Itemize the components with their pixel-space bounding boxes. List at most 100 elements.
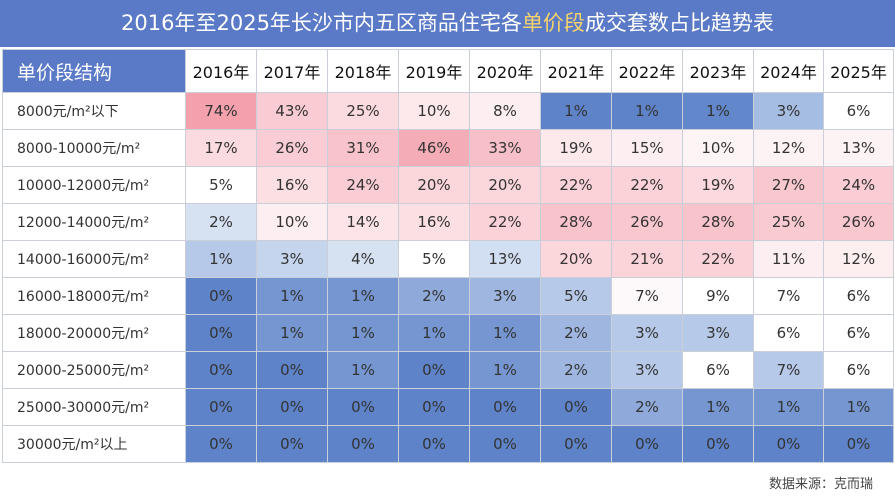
heatmap-cell: 26% — [611, 203, 683, 241]
heatmap-cell: 6% — [823, 351, 894, 389]
heatmap-cell: 2% — [398, 277, 470, 315]
row-label: 20000-25000元/m² — [2, 351, 186, 389]
heatmap-cell: 12% — [823, 240, 894, 278]
heatmap-cell: 1% — [185, 240, 257, 278]
table-row: 25000-30000元/m² 0% 0% 0% 0% 0% 0% 2% 1% 1% 1% — [2, 388, 894, 426]
heatmap-cell: 3% — [256, 240, 328, 278]
heatmap-cell: 0% — [682, 425, 754, 463]
heatmap-cell: 0% — [327, 388, 399, 426]
heatmap-cell: 3% — [753, 92, 824, 130]
heatmap-cell: 31% — [327, 129, 399, 167]
heatmap-cell: 3% — [682, 314, 754, 352]
grid-body: 8000元/m²以下 74% 43% 25% 10% 8% 1% 1% 1% 3% 6% 8000-1… — [2, 92, 894, 463]
heatmap-cell: 1% — [682, 92, 754, 130]
heatmap-cell: 6% — [823, 314, 894, 352]
table-row: 30000元/m²以上 0% 0% 0% 0% 0% 0% 0% 0% 0% 0% — [2, 425, 894, 463]
row-label: 8000元/m²以下 — [2, 92, 186, 130]
heatmap-cell: 10% — [398, 92, 470, 130]
heatmap-cell: 28% — [682, 203, 754, 241]
heatmap-cell: 22% — [469, 203, 541, 241]
heatmap-cell: 6% — [823, 92, 894, 130]
column-header-1: 2017年 — [256, 49, 328, 93]
heatmap-cell: 1% — [753, 388, 824, 426]
heatmap-cell: 16% — [398, 203, 470, 241]
heatmap-cell: 22% — [682, 240, 754, 278]
heatmap-cell: 2% — [611, 388, 683, 426]
heatmap-cell: 3% — [469, 277, 541, 315]
row-label: 25000-30000元/m² — [2, 388, 186, 426]
heatmap-cell: 0% — [823, 425, 894, 463]
heatmap-cell: 2% — [185, 203, 257, 241]
heatmap-cell: 33% — [469, 129, 541, 167]
corner-label: 单价段结构 — [2, 49, 186, 93]
heatmap-cell: 6% — [682, 351, 754, 389]
heatmap-cell: 20% — [469, 166, 541, 204]
price-segment-heatmap: 单价段结构 2016年 2017年 2018年 2019年 2020年 2021年 2022… — [2, 49, 894, 463]
heatmap-cell: 16% — [256, 166, 328, 204]
heatmap-cell: 46% — [398, 129, 470, 167]
heatmap-cell: 1% — [469, 314, 541, 352]
heatmap-cell: 2% — [540, 351, 612, 389]
heatmap-cell: 12% — [753, 129, 824, 167]
heatmap-cell: 0% — [256, 425, 328, 463]
column-header-0: 2016年 — [185, 49, 257, 93]
heatmap-cell: 4% — [327, 240, 399, 278]
heatmap-cell: 1% — [398, 314, 470, 352]
heatmap-cell: 1% — [823, 388, 894, 426]
column-header-6: 2022年 — [611, 49, 683, 93]
heatmap-cell: 0% — [327, 425, 399, 463]
heatmap-cell: 1% — [327, 314, 399, 352]
heatmap-cell: 14% — [327, 203, 399, 241]
row-label: 14000-16000元/m² — [2, 240, 186, 278]
row-label: 30000元/m²以上 — [2, 425, 186, 463]
table-row: 20000-25000元/m² 0% 0% 1% 0% 1% 2% 3% 6% 7% 6% — [2, 351, 894, 389]
table-row: 16000-18000元/m² 0% 1% 1% 2% 3% 5% 7% 9% 7% 6% — [2, 277, 894, 315]
heatmap-cell: 19% — [540, 129, 612, 167]
heatmap-cell: 15% — [611, 129, 683, 167]
heatmap-cell: 13% — [823, 129, 894, 167]
heatmap-cell: 1% — [256, 314, 328, 352]
heatmap-cell: 11% — [753, 240, 824, 278]
row-label: 16000-18000元/m² — [2, 277, 186, 315]
heatmap-cell: 0% — [185, 351, 257, 389]
heatmap-cell: 20% — [540, 240, 612, 278]
heatmap-cell: 7% — [753, 277, 824, 315]
heatmap-cell: 10% — [256, 203, 328, 241]
heatmap-cell: 1% — [256, 277, 328, 315]
column-header-9: 2025年 — [823, 49, 894, 93]
title-highlight: 单价段 — [521, 11, 585, 35]
heatmap-cell: 22% — [540, 166, 612, 204]
data-source: 数据来源：克而瑞 — [768, 477, 873, 492]
heatmap-cell: 3% — [611, 314, 683, 352]
column-header-4: 2020年 — [469, 49, 541, 93]
column-header-7: 2023年 — [682, 49, 754, 93]
heatmap-cell: 0% — [398, 388, 470, 426]
heatmap-cell: 1% — [682, 388, 754, 426]
heatmap-cell: 25% — [327, 92, 399, 130]
heatmap-cell: 26% — [256, 129, 328, 167]
heatmap-cell: 0% — [256, 388, 328, 426]
table-row: 8000-10000元/m² 17% 26% 31% 46% 33% 19% 15% 10% 12… — [2, 129, 894, 167]
heatmap-cell: 5% — [540, 277, 612, 315]
heatmap-cell: 0% — [185, 314, 257, 352]
heatmap-cell: 20% — [398, 166, 470, 204]
heatmap-cell: 28% — [540, 203, 612, 241]
heatmap-cell: 2% — [540, 314, 612, 352]
heatmap-cell: 10% — [682, 129, 754, 167]
heatmap-cell: 1% — [327, 277, 399, 315]
table-row: 18000-20000元/m² 0% 1% 1% 1% 1% 2% 3% 3% 6% 6% — [2, 314, 894, 352]
row-label: 10000-12000元/m² — [2, 166, 186, 204]
heatmap-cell: 74% — [185, 92, 257, 130]
heatmap-cell: 0% — [185, 388, 257, 426]
table-title: 2016年至2025年长沙市内五区商品住宅各单价段成交套数占比趋势表 — [0, 0, 895, 47]
heatmap-cell: 0% — [540, 388, 612, 426]
heatmap-cell: 0% — [469, 388, 541, 426]
heatmap-cell: 0% — [185, 425, 257, 463]
heatmap-cell: 0% — [753, 425, 824, 463]
heatmap-cell: 6% — [753, 314, 824, 352]
heatmap-cell: 1% — [540, 92, 612, 130]
heatmap-cell: 6% — [823, 277, 894, 315]
heatmap-cell: 5% — [398, 240, 470, 278]
column-header-2: 2018年 — [327, 49, 399, 93]
heatmap-cell: 0% — [256, 351, 328, 389]
